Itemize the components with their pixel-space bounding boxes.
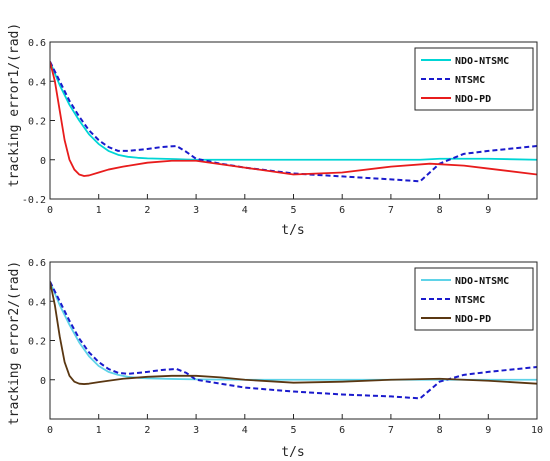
plot1-xtick-label: 6 [339,205,345,216]
plot1-ytick-label: 0.6 [28,38,46,49]
plot2-xtick-label: 9 [485,425,491,436]
subplot-1: tracking error1/(rad) t/s 0.60.40.20-0.2… [7,23,538,238]
plot1-xtick-label: 9 [485,205,491,216]
plot2-ytick-label: 0.4 [28,297,46,308]
plot1-xtick-label: 8 [437,205,443,216]
plot1-series-ndo-ntsmc [50,61,537,161]
plot1-ytick-label: 0 [40,156,46,167]
plot2-xlabel: t/s [281,445,304,460]
plot2-series-ntsmc [50,281,537,400]
plot1-xtick-label: 7 [388,205,394,216]
plot1-series-ndo-pd [50,61,537,177]
subplot-2: tracking error2/(rad) t/s 0.6 0.4 0.2 0 0 1 2… [7,258,543,460]
plot1-xtick-label: 5 [290,205,296,216]
plot2-xtick-label: 5 [290,425,296,436]
plot2-ylabel: tracking error2/(rad) [7,261,22,425]
plot2-xtick-label: 4 [242,425,248,436]
plot2-series-ndo-pd [50,281,537,385]
plot2-legend-label: NTSMC [455,295,485,306]
plot2-frame [49,261,538,420]
plot2-xtick-label: 1 [96,425,102,436]
plot1-ytick-label: -0.2 [22,195,46,206]
plot1-legend: NDO-NTSMC NTSMC NDO-PD [414,47,534,111]
plot2-xtick-label: 6 [339,425,345,436]
plot1-xtick-label: 4 [242,205,248,216]
plot1-legend-box [414,47,534,111]
plot2-xtick-label: 2 [144,425,150,436]
plot1-legend-label: NTSMC [455,75,485,86]
plot2-legend-label: NDO-PD [455,314,491,325]
plot2-ytick-label: 0 [40,376,46,387]
plot1-xtick-label: 0 [47,205,53,216]
plot2-xtick-label: 8 [437,425,443,436]
plot1-legend-label: NDO-NTSMC [455,56,509,67]
plot1-legend-label: NDO-PD [455,94,491,105]
plot1-xtick-label: 1 [96,205,102,216]
plot2-xtick-label: 7 [388,425,394,436]
plot1-xtick-label: 2 [144,205,150,216]
plot2-ytick-label: 0.2 [28,337,46,348]
plot2-legend-box [414,267,534,331]
plot2-xtick-label: 0 [47,425,53,436]
plot1-ylabel: tracking error1/(rad) [7,23,22,187]
plot1-frame [49,41,538,200]
plot1-ytick-label: 0.2 [28,117,46,128]
plot2-xtick-label: 10 [531,425,543,436]
plot2-legend: NDO-NTSMC NTSMC NDO-PD [414,267,534,331]
plot2-ytick-label: 0.6 [28,258,46,269]
plot1-xtick-label: 3 [193,205,199,216]
plot1-ytick-label: 0.4 [28,77,46,88]
plot1-xlabel: t/s [281,223,304,238]
plot2-legend-label: NDO-NTSMC [455,276,509,287]
plot2-xtick-label: 3 [193,425,199,436]
